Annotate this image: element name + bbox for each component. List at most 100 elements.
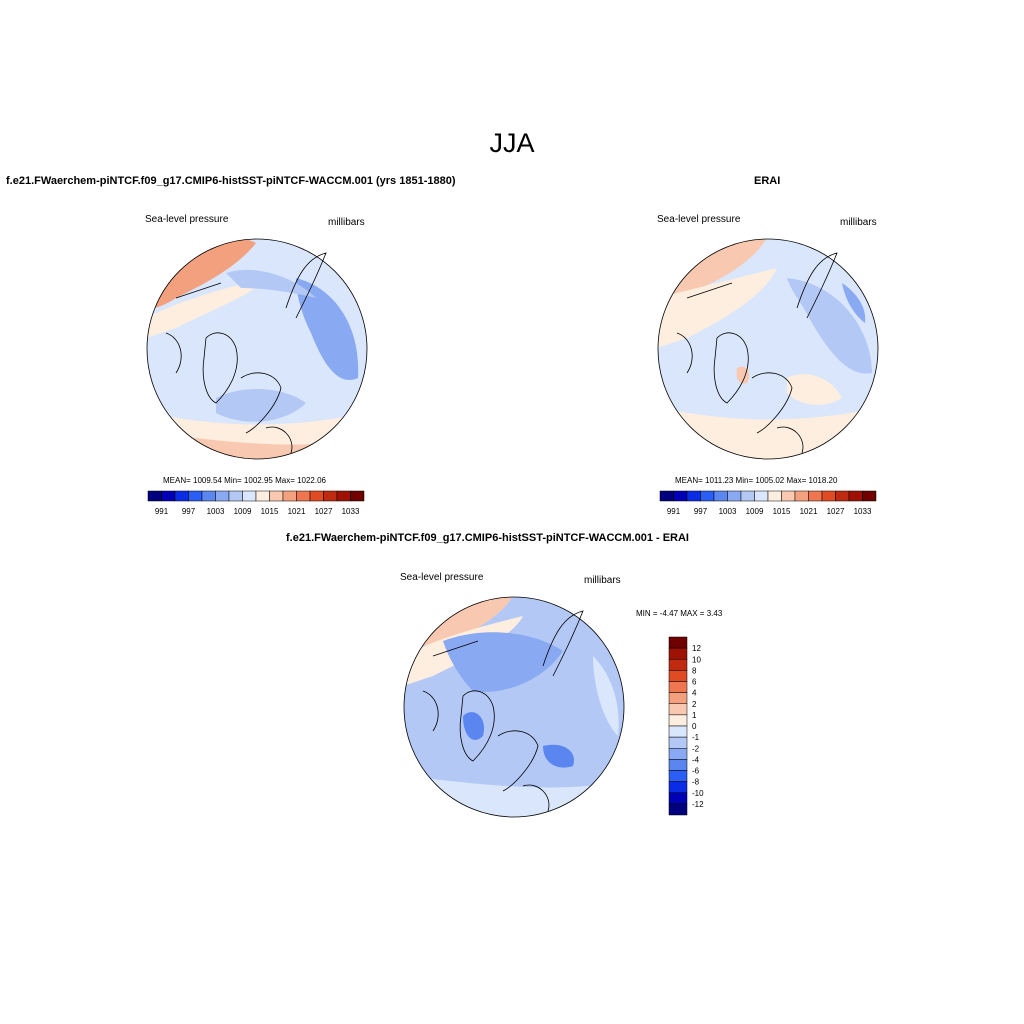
map-model bbox=[146, 238, 368, 460]
colorbar-tick-label: 6 bbox=[692, 678, 697, 687]
field-low-siberia bbox=[226, 269, 316, 298]
coastlines bbox=[422, 610, 584, 812]
colorbar-swatch bbox=[668, 647, 688, 660]
colorbar-tick-label: 997 bbox=[694, 507, 708, 516]
colorbar-tick-label: 1027 bbox=[827, 507, 845, 516]
map-erai bbox=[657, 238, 879, 460]
colorbar-tick-label: 991 bbox=[155, 507, 169, 516]
colorbar-swatch bbox=[668, 714, 688, 727]
panel2-title: ERAI bbox=[754, 175, 781, 187]
field-pacific-ridge bbox=[658, 268, 777, 348]
colorbar-swatch bbox=[808, 490, 823, 502]
colorbar-swatch bbox=[668, 725, 688, 738]
colorbar-tick-label: -2 bbox=[692, 744, 700, 753]
colorbar-swatch bbox=[668, 748, 688, 760]
colorbar-tick-label: 12 bbox=[692, 644, 701, 653]
colorbar-swatch bbox=[282, 490, 297, 502]
colorbar-swatch bbox=[754, 490, 769, 502]
panel3-stats: MIN = -4.47 MAX = 3.43 bbox=[636, 609, 723, 618]
panel1-title: f.e21.FWaerchem-piNTCF.f09_g17.CMIP6-his… bbox=[6, 175, 456, 187]
colorbar-swatch bbox=[242, 490, 257, 502]
colorbar-swatch bbox=[659, 490, 674, 502]
field-greenland-high bbox=[736, 366, 749, 384]
colorbar-swatch bbox=[835, 490, 850, 502]
map-boundary bbox=[403, 596, 625, 818]
colorbar-swatch bbox=[668, 681, 688, 693]
field-europe-high bbox=[787, 374, 842, 405]
panel3-title: f.e21.FWaerchem-piNTCF.f09_g17.CMIP6-his… bbox=[286, 532, 689, 544]
colorbar-swatch bbox=[668, 781, 688, 793]
colorbar-swatch bbox=[700, 490, 715, 502]
panel2-stats: MEAN= 1011.23 Min= 1005.02 Max= 1018.20 bbox=[675, 476, 838, 485]
colorbar-tick-label: 2 bbox=[692, 700, 697, 709]
colorbar-swatch bbox=[174, 490, 189, 502]
colorbar-swatch bbox=[848, 490, 863, 502]
map-boundary bbox=[146, 238, 368, 460]
colorbar-tick-label: 8 bbox=[692, 666, 697, 675]
colorbar-tick-label: 1033 bbox=[342, 507, 360, 516]
colorbar-tick-label: 1021 bbox=[800, 507, 818, 516]
colorbar-swatch bbox=[740, 490, 755, 502]
figure-title: JJA bbox=[489, 128, 535, 158]
colorbar-tick-label: 1021 bbox=[288, 507, 306, 516]
field-low-siberia bbox=[842, 283, 866, 323]
colorbar-tick-label: -1 bbox=[692, 733, 700, 742]
colorbar-swatch bbox=[668, 803, 688, 816]
colorbar-swatch bbox=[201, 490, 216, 502]
colorbar-tick-label: 10 bbox=[692, 655, 701, 664]
colorbar-tick-label: 4 bbox=[692, 689, 697, 698]
colorbar-model: 991 997 1003 1009 1015 1021 1027 1033 bbox=[147, 490, 365, 516]
panel3-units: millibars bbox=[584, 575, 621, 586]
panel1-variable: Sea-level pressure bbox=[145, 214, 229, 225]
colorbar-tick-label: 1033 bbox=[854, 507, 872, 516]
colorbar-tick-label: 991 bbox=[667, 507, 681, 516]
colorbar-swatch bbox=[727, 490, 742, 502]
colorbar-swatch bbox=[668, 670, 688, 682]
colorbar-tick-label: 1027 bbox=[315, 507, 333, 516]
panel2-variable: Sea-level pressure bbox=[657, 214, 741, 225]
field-europe-neg bbox=[543, 744, 574, 768]
colorbar-swatch bbox=[794, 490, 809, 502]
colorbar-tick-label: -12 bbox=[692, 800, 704, 809]
colorbar-tick-label: -4 bbox=[692, 755, 700, 764]
colorbar-swatch bbox=[668, 759, 688, 771]
field-arctic-neg bbox=[443, 632, 563, 692]
colorbar-swatch bbox=[862, 490, 877, 502]
colorbar-swatch bbox=[161, 490, 176, 502]
field-low-eurasia bbox=[787, 278, 872, 374]
field-low-eurasia bbox=[296, 278, 359, 380]
panel1-stats: MEAN= 1009.54 Min= 1002.95 Max= 1022.06 bbox=[163, 476, 326, 485]
colorbar-swatch bbox=[147, 490, 162, 502]
colorbar-swatch bbox=[668, 636, 688, 649]
coastlines bbox=[676, 252, 838, 454]
colorbar-swatch bbox=[668, 770, 688, 782]
colorbar-tick-label: 1009 bbox=[746, 507, 764, 516]
colorbar-tick-label: -8 bbox=[692, 778, 700, 787]
colorbar-swatch bbox=[673, 490, 688, 502]
map-difference bbox=[403, 596, 625, 818]
colorbar-swatch bbox=[215, 490, 230, 502]
colorbar-tick-label: 1015 bbox=[261, 507, 279, 516]
colorbar-swatch bbox=[686, 490, 701, 502]
colorbar-swatch bbox=[668, 659, 688, 671]
colorbar-swatch bbox=[269, 490, 284, 502]
colorbar-tick-label: -6 bbox=[692, 767, 700, 776]
colorbar-swatch bbox=[713, 490, 728, 502]
colorbar-tick-label: 0 bbox=[692, 722, 697, 731]
map-boundary bbox=[657, 238, 879, 460]
field-greenland-neg bbox=[463, 712, 484, 740]
colorbar-tick-label: -10 bbox=[692, 789, 704, 798]
colorbar-swatch bbox=[350, 490, 365, 502]
panel3-variable: Sea-level pressure bbox=[400, 572, 484, 583]
field-low-atlantic bbox=[216, 388, 306, 422]
colorbar-swatch bbox=[188, 490, 203, 502]
field-east-weak bbox=[593, 656, 619, 736]
colorbar-tick-label: 1015 bbox=[773, 507, 791, 516]
colorbar-tick-label: 997 bbox=[182, 507, 196, 516]
colorbar-swatch bbox=[228, 490, 243, 502]
colorbar-swatch bbox=[668, 703, 688, 716]
field-pacific-ridge bbox=[147, 278, 266, 338]
colorbar-erai: 991 997 1003 1009 1015 1021 1027 1033 bbox=[659, 490, 877, 516]
panel2-units: millibars bbox=[840, 217, 877, 228]
